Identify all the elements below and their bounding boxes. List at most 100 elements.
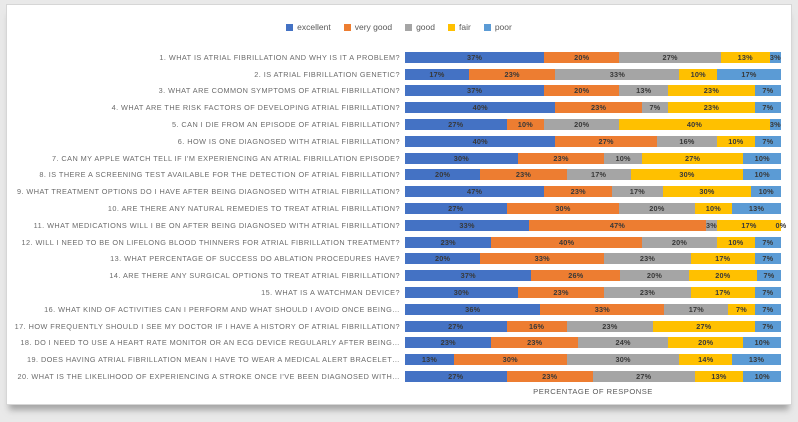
category-label: 19. DOES HAVING ATRIAL FIBRILLATION MEAN… <box>26 355 400 365</box>
bar-segment-poor: 10% <box>743 152 781 164</box>
chart-row: 4. WHAT ARE THE RISK FACTORS OF DEVELOPI… <box>13 99 781 116</box>
bar-segment-fair: 17% <box>690 287 755 299</box>
segment-value-label: 23% <box>639 254 656 264</box>
segment-value-label: 27% <box>662 52 678 62</box>
segment-value-label: 27% <box>448 204 464 214</box>
segment-value-label: 10% <box>615 153 631 163</box>
bar-segment-good: 17% <box>612 186 663 198</box>
bar-segment-poor: 10% <box>751 186 781 198</box>
bar-segment-very-good: 16% <box>506 320 567 332</box>
segment-value-label: 7% <box>762 237 774 247</box>
bar-area: 13% 30% 30% 14% 13% <box>405 354 781 366</box>
bar-segment-fair: 10% <box>679 68 718 80</box>
segment-value-label: 27% <box>448 372 464 382</box>
segment-value-label: 40% <box>472 103 488 113</box>
segment-value-label: 7% <box>762 86 774 96</box>
category-label: 2. IS ATRIAL FIBRILLATION GENETIC? <box>254 69 400 79</box>
segment-value-label: 33% <box>459 220 475 230</box>
segment-value-label: 7% <box>649 103 661 113</box>
segment-value-label: 13% <box>636 86 652 96</box>
bar-segment-good: 20% <box>620 270 689 282</box>
bar-segment-excellent: 27% <box>405 320 507 332</box>
segment-value-label: 20% <box>574 120 590 130</box>
bar-segment-very-good: 30% <box>453 354 567 366</box>
chart-row: 1. WHAT IS ATRIAL FIBRILLATION AND WHY I… <box>13 49 781 66</box>
legend-swatch-icon <box>483 23 491 31</box>
bar-area: 40% 23% 7% 23% 7% <box>405 102 781 114</box>
bar-segment-excellent: 17% <box>405 68 469 80</box>
category-label: 14. ARE THERE ANY SURGICAL OPTIONS TO TR… <box>109 271 400 281</box>
segment-value-label: 10% <box>754 170 770 180</box>
bar-segment-fair: 10% <box>717 135 755 147</box>
segment-value-label: 7% <box>762 288 774 298</box>
bar-segment-good: 23% <box>604 287 691 299</box>
segment-value-label: 13% <box>748 204 765 214</box>
segment-value-label: 20% <box>574 52 590 62</box>
legend-item-poor: poor <box>483 22 512 32</box>
segment-value-label: 26% <box>568 271 584 281</box>
segment-value-label: 27% <box>448 321 464 331</box>
bar-segment-poor: 7% <box>757 270 781 282</box>
bar-segment-poor: 13% <box>732 203 781 215</box>
bar-segment-poor: 13% <box>732 354 781 366</box>
segment-value-label: 7% <box>762 304 774 314</box>
legend-swatch-icon <box>286 23 294 31</box>
legend-swatch-icon <box>405 23 413 31</box>
segment-value-label: 7% <box>763 271 775 281</box>
chart-row: 2. IS ATRIAL FIBRILLATION GENETIC? 17% 23%… <box>13 66 781 83</box>
category-label: 13. WHAT PERCENTAGE OF SUCCESS DO ABLATI… <box>110 254 400 264</box>
bar-segment-excellent: 23% <box>405 236 492 248</box>
category-label: 11. WHAT MEDICATIONS WILL I BE ON AFTER … <box>33 220 400 230</box>
chart-rows: 1. WHAT IS ATRIAL FIBRILLATION AND WHY I… <box>13 49 786 385</box>
bar-area: 23% 23% 24% 20% 10% <box>405 337 781 349</box>
bar-segment-fair: 10% <box>694 203 733 215</box>
category-label: 3. WHAT ARE COMMON SYMPTOMS OF ATRIAL FI… <box>158 86 400 96</box>
segment-value-label: 23% <box>703 86 720 96</box>
segment-value-label: 23% <box>440 338 456 348</box>
segment-value-label: 16% <box>528 321 545 331</box>
segment-value-label: 3% <box>705 220 717 230</box>
segment-value-label: 47% <box>609 220 626 230</box>
bar-segment-good: 17% <box>566 169 631 181</box>
chart-row: 14. ARE THERE ANY SURGICAL OPTIONS TO TR… <box>13 267 781 284</box>
bar-segment-fair: 14% <box>679 354 733 366</box>
segment-value-label: 23% <box>440 237 456 247</box>
segment-value-label: 10% <box>517 120 533 130</box>
chart-row: 16. WHAT KIND OF ACTIVITIES CAN I PERFOR… <box>13 301 781 318</box>
segment-value-label: 30% <box>453 153 469 163</box>
bar-segment-fair: 17% <box>717 219 781 231</box>
segment-value-label: 40% <box>559 237 575 247</box>
segment-value-label: 40% <box>472 136 488 146</box>
bar-segment-very-good: 23% <box>468 68 556 80</box>
chart-row: 3. WHAT ARE COMMON SYMPTOMS OF ATRIAL FI… <box>13 83 781 100</box>
segment-value-label: 3% <box>769 52 781 62</box>
bar-segment-fair: 30% <box>662 186 752 198</box>
bar-segment-excellent: 37% <box>405 51 545 63</box>
bar-area: 27% 10% 20% 40% 3% <box>405 119 781 131</box>
legend-item-fair: fair <box>448 22 471 32</box>
category-label: 7. CAN MY APPLE WATCH TELL IF I'M EXPERI… <box>51 153 400 163</box>
segment-value-label: 37% <box>466 52 483 62</box>
bar-segment-very-good: 10% <box>506 119 545 131</box>
bar-segment-very-good: 20% <box>544 85 620 97</box>
bar-segment-good: 24% <box>577 337 669 349</box>
segment-value-label: 20% <box>649 204 665 214</box>
segment-value-label: 20% <box>671 237 688 247</box>
bar-area: 20% 23% 17% 30% 10% <box>405 169 781 181</box>
bar-segment-excellent: 30% <box>405 152 518 164</box>
segment-value-label: 30% <box>699 187 715 197</box>
chart-row: 13. WHAT PERCENTAGE OF SUCCESS DO ABLATI… <box>13 251 781 268</box>
segment-value-label: 3% <box>769 120 781 130</box>
bar-segment-good: 7% <box>641 102 669 114</box>
segment-value-label: 20% <box>698 338 714 348</box>
bar-segment-good: 17% <box>664 303 729 315</box>
chart-row: 8. IS THERE A SCREENING TEST AVAILABLE F… <box>13 167 781 184</box>
bar-segment-poor: 7% <box>754 253 781 265</box>
segment-value-label: 27% <box>598 136 614 146</box>
legend-label: poor <box>494 22 512 32</box>
bar-segment-fair: 10% <box>717 236 755 248</box>
segment-value-label: 23% <box>542 372 558 382</box>
legend-swatch-icon <box>343 23 351 31</box>
segment-value-label: 23% <box>703 103 720 113</box>
bar-segment-excellent: 27% <box>405 371 507 383</box>
